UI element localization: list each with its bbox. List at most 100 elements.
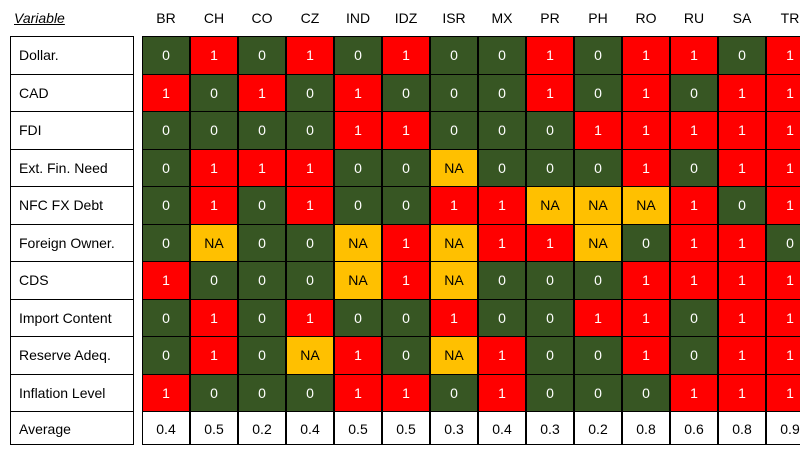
heatmap-cell: 0 [526,261,574,300]
heatmap-cell: 0 [238,373,286,412]
heatmap-cell: 1 [766,261,800,300]
heatmap-cell: 0 [190,373,238,412]
heatmap-cell: 1 [622,73,670,112]
heatmap-cell: 0 [670,148,718,187]
heatmap-cell: 1 [718,73,766,112]
heatmap-cell: 0 [142,298,190,337]
heatmap-cell: 1 [766,73,800,112]
column-header-co: CO [251,10,273,26]
column-header-sa: SA [732,10,752,26]
row-label: CAD [10,73,134,112]
heatmap-cell: 0 [142,336,190,375]
heatmap-cell: 0 [430,73,478,112]
heatmap-cell: 0 [430,36,478,75]
heatmap-cell: 0 [430,111,478,150]
heatmap-cell: 0 [142,111,190,150]
heatmap-cell: 1 [334,111,382,150]
heatmap-cell: 1 [334,336,382,375]
heatmap-cell: 1 [142,373,190,412]
average-row-label: Average [10,411,134,445]
variable-header: Variable [14,10,65,26]
average-cell: 0.5 [382,411,430,445]
average-cell: 0.4 [142,411,190,445]
heatmap-cell: 0 [622,223,670,262]
heatmap-cell: 1 [574,111,622,150]
heatmap-cell: NA [430,336,478,375]
row-label: CDS [10,261,134,300]
heatmap-cell: 0 [334,298,382,337]
heatmap-cell: NA [574,186,622,225]
heatmap-cell: 1 [766,298,800,337]
heatmap-cell: 0 [238,36,286,75]
heatmap-cell: NA [622,186,670,225]
heatmap-cell: 1 [286,298,334,337]
average-cell: 0.2 [574,411,622,445]
heatmap-cell: 1 [478,336,526,375]
average-cell: 0.4 [478,411,526,445]
heatmap-cell: 0 [670,298,718,337]
heatmap-cell: 0 [142,148,190,187]
heatmap-cell: NA [526,186,574,225]
heatmap-cell: 1 [766,148,800,187]
heatmap-cell: 1 [190,186,238,225]
column-header-isr: ISR [442,10,466,26]
row-label: Dollar. [10,36,134,75]
column-header-tr: TR [780,10,800,26]
heatmap-cell: 1 [526,223,574,262]
heatmap-cell: 1 [190,36,238,75]
heatmap-cell: 1 [622,298,670,337]
heatmap-cell: 1 [286,36,334,75]
average-cell: 0.5 [334,411,382,445]
heatmap-cell: 1 [190,298,238,337]
row-label: Reserve Adeq. [10,336,134,375]
heatmap-cell: 1 [382,223,430,262]
column-header-ph: PH [588,10,608,26]
heatmap-cell: 1 [718,111,766,150]
heatmap-cell: 0 [718,186,766,225]
column-header-mx: MX [491,10,513,26]
heatmap-cell: 1 [238,148,286,187]
heatmap-cell: NA [430,148,478,187]
heatmap-cell: 0 [238,186,286,225]
heatmap-cell: 0 [574,36,622,75]
row-label: Foreign Owner. [10,223,134,262]
heatmap-cell: 1 [382,36,430,75]
heatmap-cell: 0 [286,223,334,262]
heatmap-cell: 0 [190,261,238,300]
heatmap-cell: 0 [766,223,800,262]
heatmap-cell: 1 [238,73,286,112]
heatmap-cell: 0 [382,186,430,225]
heatmap-cell: 1 [718,298,766,337]
heatmap-cell: 0 [334,36,382,75]
heatmap-cell: 1 [190,148,238,187]
heatmap-cell: 0 [142,36,190,75]
column-header-pr: PR [540,10,560,26]
heatmap-cell: 0 [142,186,190,225]
column-header-idz: IDZ [394,10,418,26]
heatmap-cell: 1 [478,186,526,225]
column-header-ch: CH [203,10,225,26]
heatmap-cell: 1 [670,36,718,75]
heatmap-cell: 1 [622,148,670,187]
heatmap-cell: 0 [478,73,526,112]
heatmap-cell: 1 [670,111,718,150]
heatmap-cell: 0 [670,73,718,112]
average-cell: 0.9 [766,411,800,445]
heatmap-cell: 0 [622,373,670,412]
heatmap-cell: 1 [766,336,800,375]
heatmap-cell: 0 [526,298,574,337]
heatmap-cell: NA [430,223,478,262]
heatmap-cell: 1 [622,336,670,375]
heatmap-cell: 1 [766,36,800,75]
column-header-br: BR [156,10,176,26]
heatmap-cell: 0 [238,223,286,262]
heatmap-cell: 1 [334,73,382,112]
heatmap-cell: 0 [238,111,286,150]
heatmap-cell: 1 [334,373,382,412]
heatmap-cell: 0 [142,223,190,262]
heatmap-cell: 1 [718,336,766,375]
heatmap-cell: 0 [382,336,430,375]
heatmap-cell: 1 [622,261,670,300]
heatmap-cell: 0 [574,148,622,187]
